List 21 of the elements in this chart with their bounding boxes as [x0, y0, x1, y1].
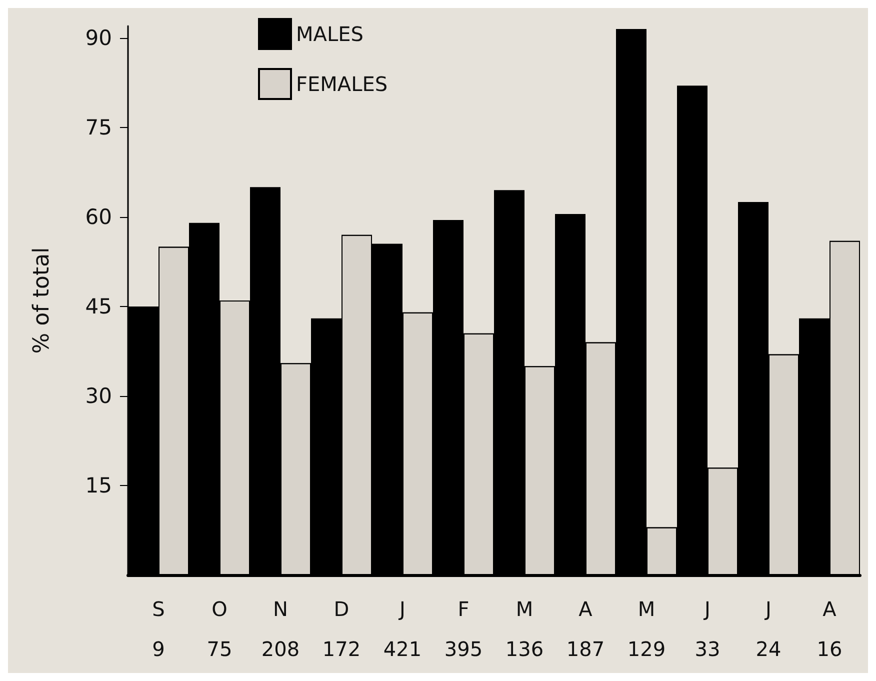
- x-tick-label: D 172: [322, 597, 361, 661]
- y-tick-label: 75: [85, 115, 112, 140]
- x-tick-label: A 16: [816, 597, 842, 661]
- y-tick-label: 45: [85, 294, 112, 318]
- x-tick-label: F 395: [444, 597, 483, 661]
- legend-label: FEMALES: [296, 72, 388, 96]
- x-tick-label: S 9: [152, 597, 165, 661]
- legend-label: MALES: [296, 22, 364, 46]
- x-tick-label: M 129: [627, 597, 666, 661]
- y-tick-label: 90: [85, 26, 112, 50]
- x-tick-label: O 75: [206, 597, 232, 661]
- y-tick-label: 30: [85, 384, 112, 408]
- x-tick-label: J 24: [756, 597, 782, 661]
- y-axis-title: % of total: [30, 247, 54, 354]
- x-tick-label: M 136: [505, 597, 544, 661]
- x-tick-label: A 187: [566, 597, 605, 661]
- x-tick-label: J 33: [694, 597, 720, 661]
- y-tick-label: 15: [85, 473, 112, 498]
- y-tick-label: 60: [85, 204, 112, 229]
- x-tick-label: N 208: [261, 597, 300, 661]
- x-tick-label: J 421: [383, 597, 422, 661]
